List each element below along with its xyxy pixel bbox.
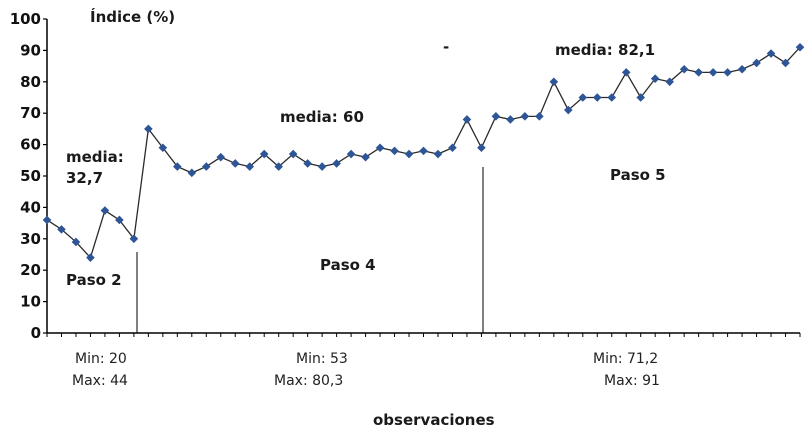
data-point bbox=[318, 162, 327, 171]
data-point bbox=[216, 153, 225, 162]
media-label-paso5: media: 82,1 bbox=[555, 41, 655, 59]
data-point bbox=[463, 115, 472, 124]
y-axis: 0 10 20 30 40 50 60 70 80 90 100 bbox=[10, 10, 47, 342]
y-tick-label: 50 bbox=[20, 167, 41, 185]
media-value-paso2: 32,7 bbox=[66, 169, 103, 187]
data-point bbox=[376, 143, 385, 152]
data-point bbox=[709, 68, 718, 77]
data-point bbox=[231, 159, 240, 168]
y-tick-label: 100 bbox=[10, 10, 41, 28]
data-point bbox=[419, 147, 428, 156]
data-point bbox=[202, 162, 211, 171]
data-point bbox=[43, 216, 52, 225]
data-point bbox=[332, 159, 341, 168]
data-point bbox=[607, 93, 616, 102]
data-point bbox=[347, 150, 356, 159]
paso5-label: Paso 5 bbox=[610, 166, 666, 184]
paso2-label: Paso 2 bbox=[66, 271, 122, 289]
data-point bbox=[738, 65, 747, 74]
y-tick-label: 90 bbox=[20, 41, 41, 59]
dash-mark: - bbox=[443, 38, 449, 56]
data-point bbox=[694, 68, 703, 77]
series-group bbox=[43, 43, 805, 262]
data-point bbox=[434, 150, 443, 159]
data-point bbox=[767, 49, 776, 58]
min-paso5: Min: 71,2 bbox=[593, 351, 658, 367]
data-point bbox=[535, 112, 544, 121]
data-point bbox=[622, 68, 631, 77]
max-paso5: Max: 91 bbox=[604, 373, 660, 389]
media-label-paso2: media: bbox=[66, 148, 124, 166]
data-point bbox=[506, 115, 515, 124]
data-point bbox=[477, 143, 486, 152]
data-point bbox=[405, 150, 414, 159]
y-tick-label: 10 bbox=[20, 293, 41, 311]
y-tick-label: 70 bbox=[20, 104, 41, 122]
y-tick-label: 30 bbox=[20, 230, 41, 248]
min-paso2: Min: 20 bbox=[75, 351, 127, 367]
data-point bbox=[448, 143, 457, 152]
y-tick-label: 40 bbox=[20, 198, 41, 216]
y-axis-title: Índice (%) bbox=[90, 7, 175, 26]
data-point bbox=[101, 206, 110, 215]
data-point bbox=[521, 112, 530, 121]
data-point bbox=[593, 93, 602, 102]
x-axis-title: observaciones bbox=[373, 411, 495, 429]
data-point bbox=[361, 153, 370, 162]
max-paso4: Max: 80,3 bbox=[274, 373, 343, 389]
media-label-paso4: media: 60 bbox=[280, 108, 364, 126]
y-tick-label: 0 bbox=[31, 324, 41, 342]
max-paso2: Max: 44 bbox=[72, 373, 128, 389]
data-point bbox=[752, 59, 761, 68]
data-point bbox=[492, 112, 501, 121]
data-point bbox=[188, 169, 197, 178]
data-point bbox=[303, 159, 312, 168]
y-tick-label: 60 bbox=[20, 136, 41, 154]
y-tick-label: 20 bbox=[20, 261, 41, 279]
paso4-label: Paso 4 bbox=[320, 256, 376, 274]
data-point bbox=[723, 68, 732, 77]
min-paso4: Min: 53 bbox=[296, 351, 348, 367]
data-point bbox=[550, 78, 559, 87]
data-point bbox=[390, 147, 399, 156]
y-tick-label: 80 bbox=[20, 73, 41, 91]
